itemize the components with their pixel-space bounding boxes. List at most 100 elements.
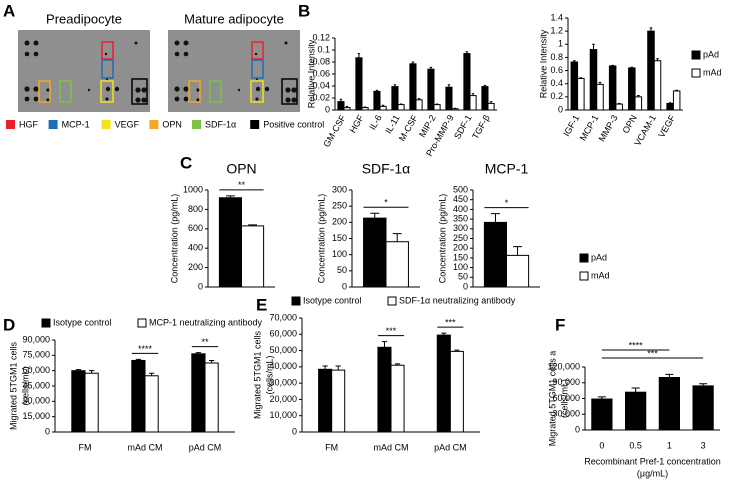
blot-image [167,29,301,113]
panel-label: A [3,1,15,20]
chart-title: MCP-1 [485,161,529,177]
bar [449,350,464,433]
y-tick-label: 0.4 [550,78,563,88]
panel-label: E [256,295,267,314]
bar [625,391,647,431]
y-tick-label: 0.02 [312,92,330,102]
error-bar [394,363,401,366]
error-bar [375,89,379,92]
bar [363,217,387,288]
y-tick-label: 100 [332,249,347,259]
legend-label: pAd [591,252,607,262]
y-tick-label: 0 [575,424,580,434]
legend-label: mAd [703,67,722,77]
y-tick-label: 100 [453,262,468,272]
bar [469,95,477,111]
bar [355,57,363,111]
error-bar [668,102,672,104]
legend-label: Isotype control [303,295,362,305]
error-bar [630,66,634,68]
error-bar [357,53,361,58]
error-bar [598,81,602,85]
y-tick-label: 15,000 [22,411,50,421]
bar [337,101,345,111]
bar [463,53,471,111]
y-tick-label: 0 [325,104,330,114]
y-tick-label: 0 [558,104,563,114]
legend-label: OPN [162,119,182,129]
legend-label: Positive control [263,119,324,129]
significance-label: **** [138,344,153,354]
y-tick-label: 800 [188,204,203,214]
error-bar [665,373,674,378]
bar [483,221,508,288]
y-tick-label: 400 [188,243,203,253]
error-bar [454,349,460,352]
y-tick-label: 90,000 [22,334,50,344]
error-bar [675,89,678,91]
bar [589,49,598,111]
bar [427,68,435,111]
y-tick-label: 300 [332,184,347,194]
y-tick-label: 150 [332,233,347,243]
bar [391,86,399,111]
bar [415,99,423,111]
y-tick-label: 350 [453,213,468,223]
y-tick-label: 0 [198,281,203,291]
error-bar [699,383,708,386]
y-axis-label: Concentration (pg/mL) [169,194,179,284]
error-bar [335,365,341,371]
error-bar [483,84,487,87]
error-bar [226,195,235,198]
legend-swatch [691,68,701,78]
legend-swatch [579,253,589,263]
blot-image [17,29,151,113]
bar [331,369,346,433]
bar [318,368,333,433]
y-tick-label: 30,000 [22,396,50,406]
y-tick-label: 200 [332,217,347,227]
y-tick-label: 250 [453,233,468,243]
bar [144,375,159,433]
error-bar [381,341,388,348]
x-tick-label: 0 [599,440,604,450]
significance-label: *** [386,326,397,336]
significance-label: ** [201,337,209,347]
y-tick-label: 0.6 [550,65,563,75]
legend-swatch [101,120,111,129]
x-tick-label: IL-6 [367,113,383,131]
y-axis-label: Concentration (pg/mL) [316,194,326,284]
y-tick-label: 1000 [183,184,203,194]
y-tick-label: 60,000 [22,365,50,375]
y-tick-label: 0.1 [317,44,330,54]
bar [481,86,489,111]
chart-title: SDF-1α [362,161,411,177]
y-tick-label: 0.04 [312,80,330,90]
bar [666,102,674,111]
y-tick-label: 1.2 [550,26,563,36]
x-tick-label: 1 [667,440,672,450]
x-tick-label: 3 [701,440,706,450]
legend-swatch [48,120,58,129]
error-bar [489,101,493,104]
x-tick-label: HGF [348,113,366,135]
y-tick-label: 60,000 [269,329,297,339]
error-bar [573,60,576,63]
error-bar [649,27,653,32]
y-tick-label: 0.06 [312,68,330,78]
error-bar [435,103,439,105]
bar [506,254,530,288]
y-tick-label: 90,000 [552,377,580,387]
bar [596,83,604,111]
y-tick-label: 0 [292,426,297,436]
error-bar [381,104,385,107]
legend-swatch [291,296,301,306]
y-tick-label: 1.4 [550,12,563,22]
error-bar [75,369,82,371]
error-bar [363,106,367,108]
error-bar [597,396,606,400]
x-axis-label: (µg/mL) [637,468,668,478]
x-tick-label: OPN [620,113,638,135]
error-bar [392,233,402,242]
x-tick-label: M-CSF [397,113,420,143]
